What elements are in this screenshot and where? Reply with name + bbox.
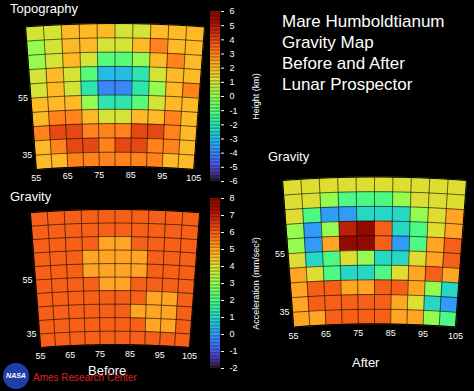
- svg-text:35: 35: [22, 150, 32, 160]
- svg-text:85: 85: [386, 328, 396, 338]
- svg-text:4: 4: [230, 35, 235, 45]
- svg-text:1: 1: [230, 77, 235, 87]
- svg-text:55: 55: [36, 351, 46, 361]
- svg-text:1: 1: [230, 312, 235, 322]
- svg-text:-4: -4: [230, 148, 238, 158]
- html-text:After: After: [352, 355, 380, 370]
- svg-text:95: 95: [157, 171, 167, 181]
- svg-text:35: 35: [27, 329, 37, 339]
- svg-text:55: 55: [22, 275, 32, 285]
- html-text:Before: Before: [88, 363, 127, 378]
- svg-text:105: 105: [186, 173, 201, 183]
- svg-text:-6: -6: [230, 176, 238, 186]
- svg-text:75: 75: [353, 328, 363, 338]
- svg-text:6: 6: [230, 227, 235, 237]
- svg-text:85: 85: [126, 170, 136, 180]
- svg-text:55: 55: [31, 173, 41, 183]
- svg-text:-1: -1: [230, 106, 238, 116]
- svg-text:4: 4: [230, 261, 235, 271]
- svg-text:95: 95: [155, 350, 165, 360]
- svg-text:5: 5: [230, 244, 235, 254]
- svg-text:-2: -2: [230, 120, 238, 130]
- svg-text:0: 0: [230, 91, 235, 101]
- svg-text:55: 55: [18, 93, 28, 103]
- svg-text:105: 105: [448, 331, 463, 341]
- html-text:Ames Research Center: Ames Research Center: [33, 372, 137, 383]
- svg-text:2: 2: [230, 63, 235, 73]
- svg-text:65: 65: [63, 171, 73, 181]
- svg-text:-2: -2: [230, 363, 238, 373]
- html-text:Topography: Topography: [10, 1, 78, 16]
- svg-text:75: 75: [94, 170, 104, 180]
- svg-text:-1: -1: [230, 346, 238, 356]
- svg-text:3: 3: [230, 278, 235, 288]
- html-text:Gravity: Gravity: [268, 149, 310, 164]
- svg-text:8: 8: [230, 193, 235, 203]
- html-text:NASA: NASA: [6, 372, 26, 379]
- svg-text:Height (km): Height (km): [251, 73, 261, 120]
- svg-text:85: 85: [125, 349, 135, 359]
- svg-text:-5: -5: [230, 162, 238, 172]
- svg-text:2: 2: [230, 295, 235, 305]
- svg-text:-3: -3: [230, 134, 238, 144]
- svg-text:5: 5: [230, 21, 235, 31]
- svg-text:65: 65: [65, 350, 75, 360]
- svg-text:55: 55: [289, 331, 299, 341]
- svg-text:95: 95: [418, 329, 428, 339]
- svg-text:105: 105: [182, 351, 197, 361]
- svg-text:75: 75: [95, 349, 105, 359]
- svg-text:7: 7: [230, 210, 235, 220]
- html-text:Before and After: Before and After: [282, 54, 405, 73]
- html-text:Gravity: Gravity: [10, 189, 52, 204]
- html-text:Lunar Prospector: Lunar Prospector: [282, 75, 413, 94]
- svg-text:0: 0: [230, 329, 235, 339]
- svg-text:3: 3: [230, 49, 235, 59]
- svg-text:55: 55: [275, 249, 285, 259]
- svg-text:Acceleration (mm/sec²): Acceleration (mm/sec²): [251, 237, 261, 330]
- svg-text:6: 6: [230, 6, 235, 16]
- html-text:Gravity Map: Gravity Map: [282, 33, 374, 52]
- svg-text:35: 35: [279, 307, 289, 317]
- svg-text:65: 65: [321, 329, 331, 339]
- html-text:Mare Humboldtianum: Mare Humboldtianum: [282, 12, 445, 31]
